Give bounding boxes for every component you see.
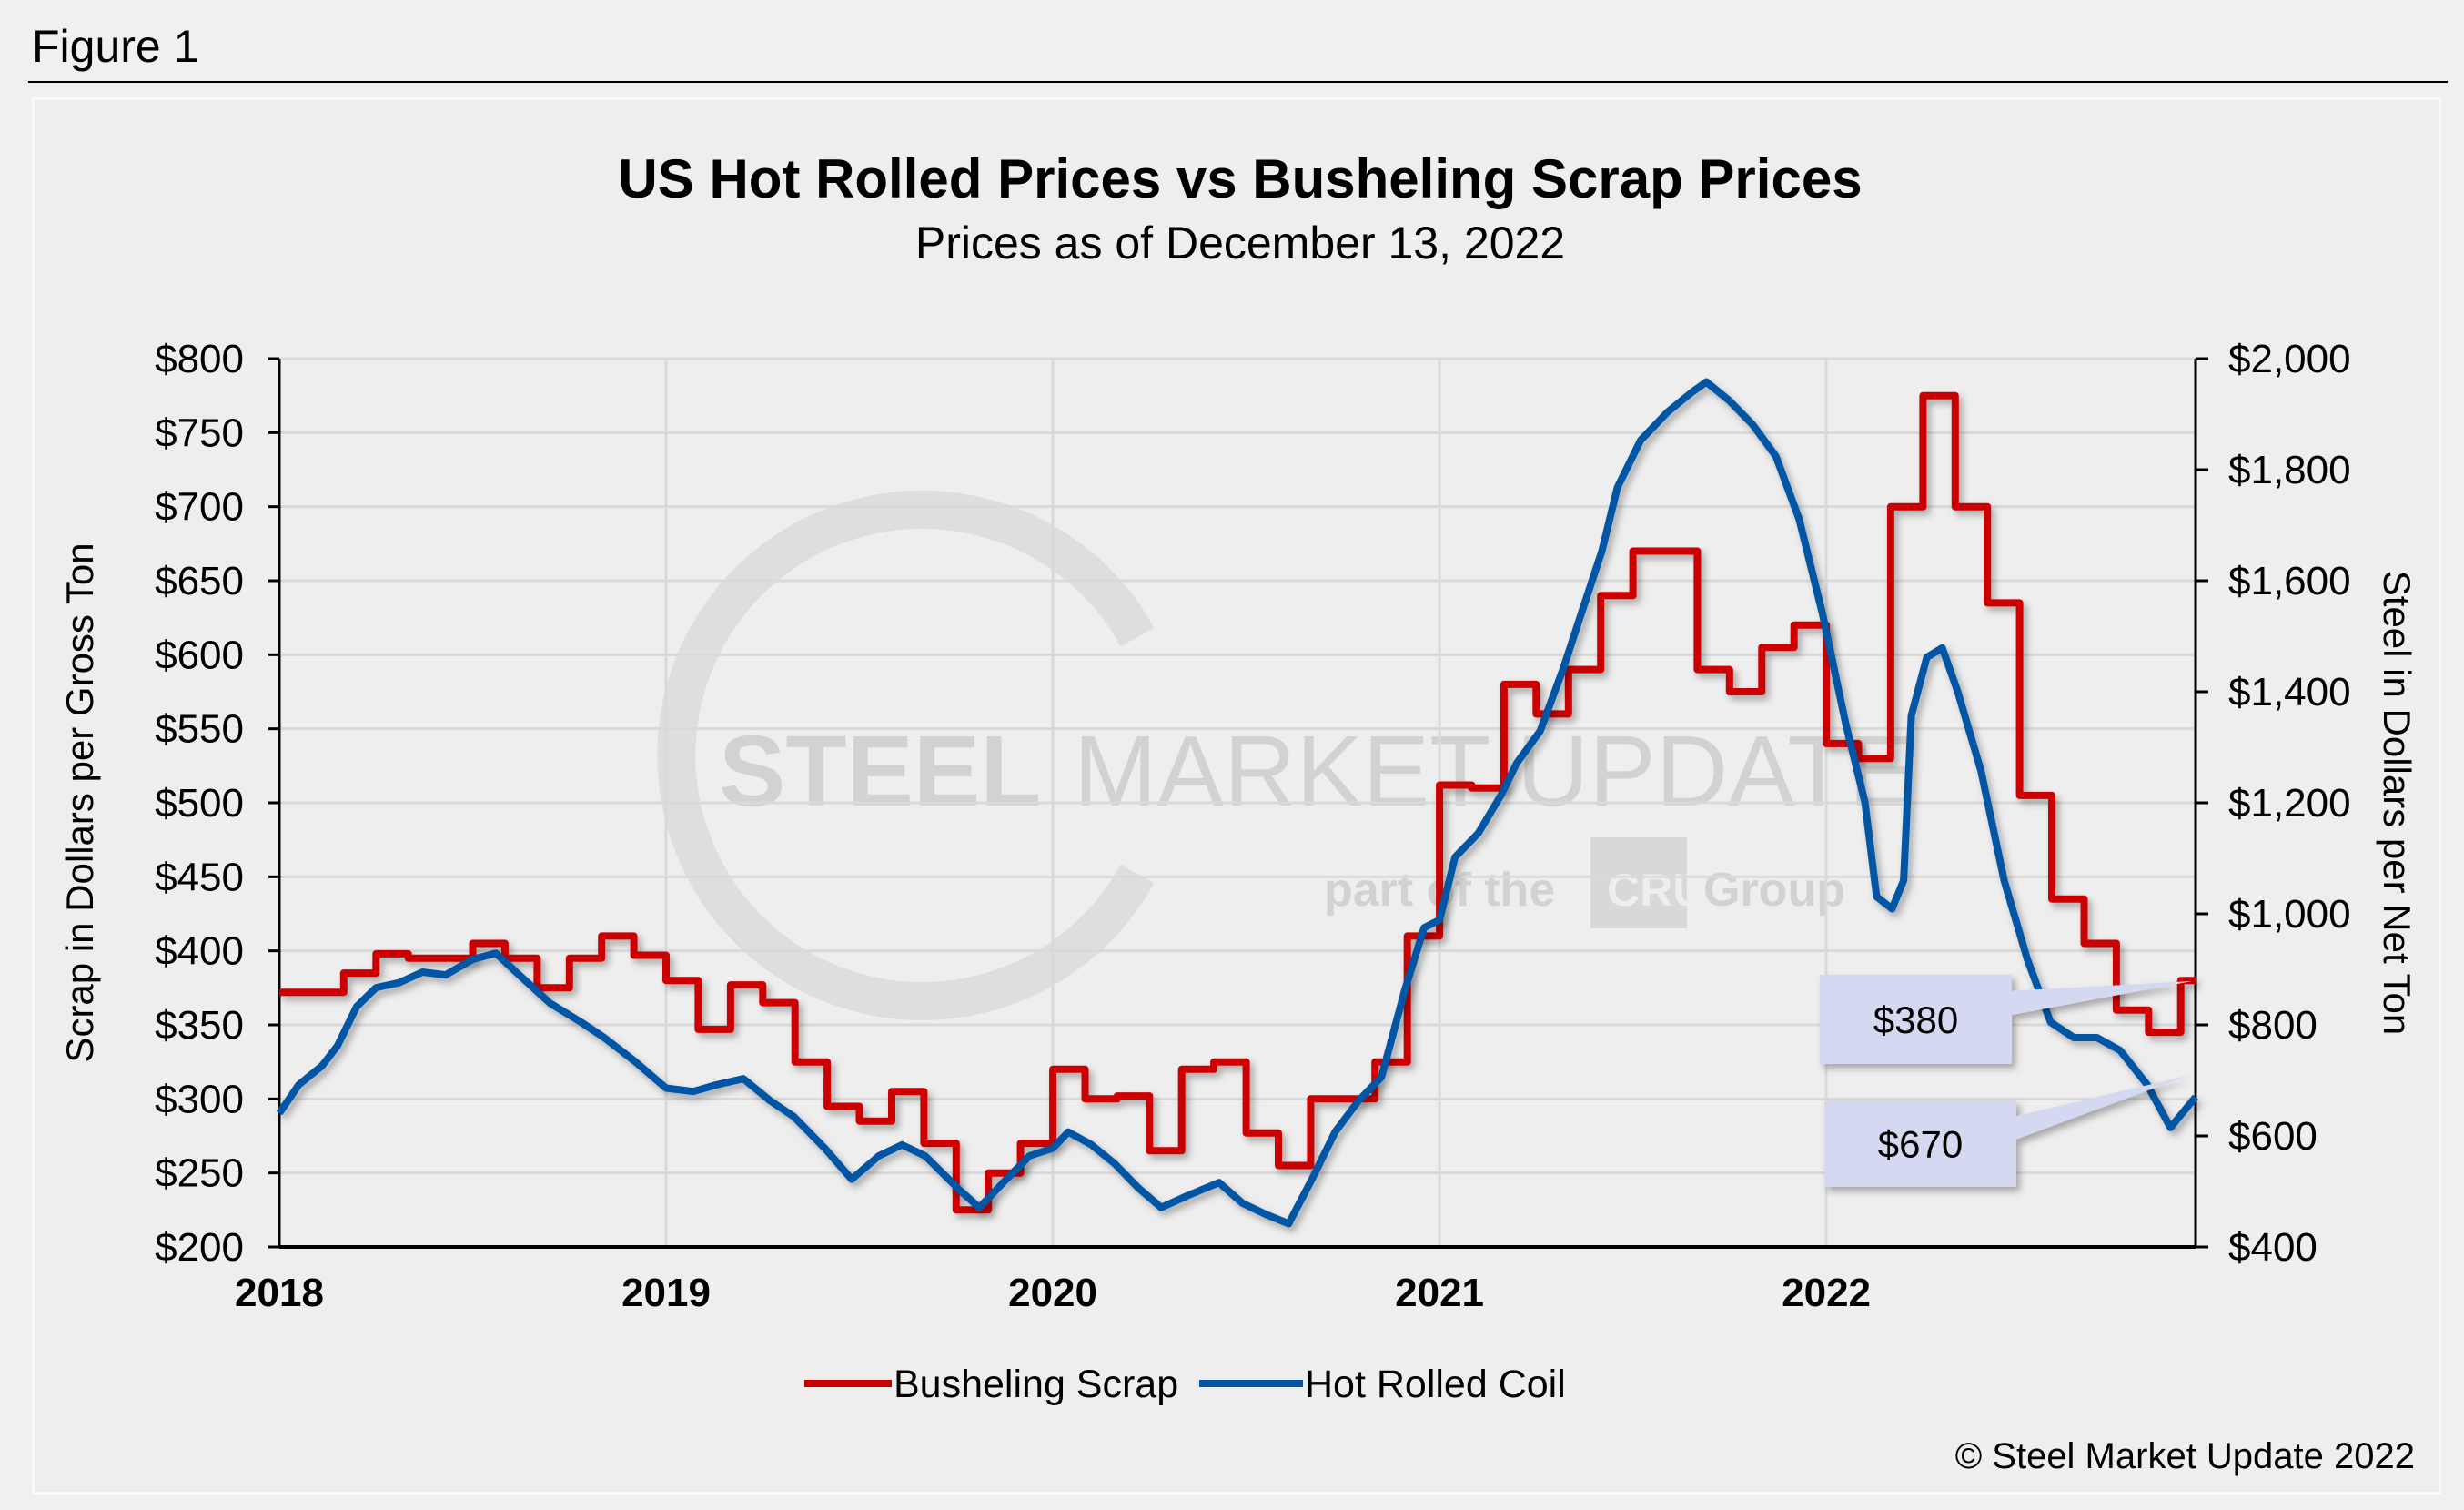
x-tick-label: 2021 [1395, 1271, 1484, 1315]
left-tick-label: $450 [155, 855, 244, 899]
series-hot-rolled-coil [276, 378, 2199, 1228]
legend: Busheling Scrap Hot Rolled Coil [804, 1363, 1566, 1406]
callout-box [1824, 1076, 2187, 1187]
x-tick-label: 2022 [1782, 1271, 1871, 1315]
watermark-text: STEEL [719, 715, 1042, 827]
copyright-notice: © Steel Market Update 2022 [1954, 1436, 2415, 1476]
x-tick-label: 2020 [1008, 1271, 1097, 1315]
right-axis-title: Steel in Dollars per Net Ton [2376, 571, 2419, 1035]
watermark-arc [657, 491, 1155, 1020]
left-tick-label: $200 [155, 1225, 244, 1270]
axes: $200 $250 $300 $350 $400 $450 $500 $550 $600 $650… [58, 337, 2419, 1315]
right-tick-label: $1,600 [2228, 559, 2351, 603]
left-tick-label: $250 [155, 1151, 244, 1196]
callout-670 [1824, 1076, 2187, 1187]
right-tick-label: $1,200 [2228, 781, 2351, 826]
left-tick-label: $750 [155, 410, 244, 455]
right-tick-label: $1,000 [2228, 892, 2351, 937]
right-tick-label: $800 [2228, 1003, 2318, 1048]
left-tick-label: $500 [155, 781, 244, 826]
figure-label: Figure 1 [32, 21, 199, 72]
left-tick-label: $600 [155, 633, 244, 677]
left-axis-title: Scrap in Dollars per Gross Ton [58, 542, 101, 1062]
left-tick-label: $350 [155, 1003, 244, 1048]
callout-380 [1820, 975, 2192, 1064]
left-tick-label: $650 [155, 559, 244, 603]
series-busheling-scrap [279, 391, 2196, 1214]
chart-subtitle: Prices as of December 13, 2022 [914, 218, 1566, 269]
left-tick-label: $700 [155, 485, 244, 530]
callout-box [1820, 975, 2192, 1064]
legend-label-busheling-scrap: Busheling Scrap [894, 1363, 1178, 1406]
watermark-text: Group [1703, 864, 1845, 917]
right-tick-label: $1,800 [2228, 448, 2351, 492]
callout-label: $670 [1878, 1123, 1963, 1166]
figure-divider [28, 81, 2448, 83]
callouts: $380 $670 [1820, 975, 2192, 1187]
series-lines [276, 378, 2199, 1228]
left-tick-label: $800 [155, 337, 244, 381]
left-tick-label: $300 [155, 1077, 244, 1121]
watermark-logo-box [1590, 837, 1687, 928]
right-tick-label: $600 [2228, 1114, 2318, 1159]
x-tick-label: 2019 [621, 1271, 711, 1315]
chart-title: US Hot Rolled Prices vs Busheling Scrap … [618, 148, 1863, 209]
watermark-text: CRU [1607, 865, 1705, 916]
legend-label-hot-rolled-coil: Hot Rolled Coil [1305, 1363, 1566, 1406]
left-tick-label: $400 [155, 929, 244, 974]
right-tick-label: $400 [2228, 1225, 2318, 1270]
left-tick-label: $550 [155, 707, 244, 752]
callout-label: $380 [1873, 998, 1958, 1041]
x-tick-label: 2018 [235, 1271, 324, 1315]
right-tick-label: $2,000 [2228, 337, 2351, 381]
right-tick-label: $1,400 [2228, 670, 2351, 714]
